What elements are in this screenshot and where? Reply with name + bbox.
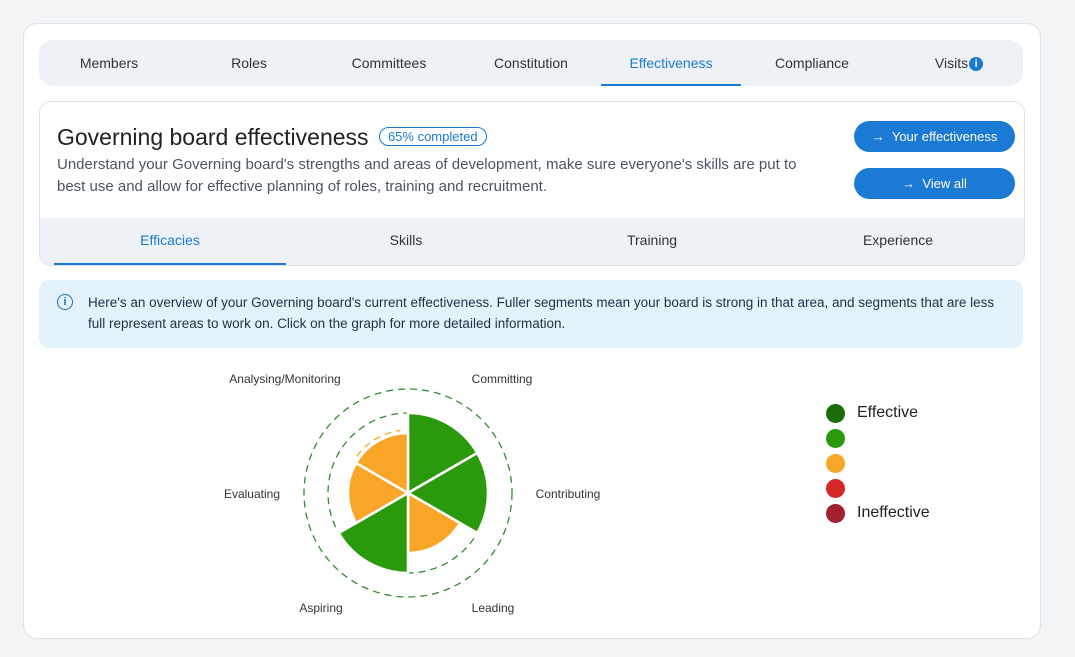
legend-swatch: [826, 429, 845, 448]
legend-item: [826, 452, 976, 477]
info-circle-icon: i: [57, 294, 73, 310]
chart-segment-committing[interactable]: [406, 411, 479, 496]
legend-label: Effective: [857, 404, 919, 421]
tab-label: Members: [79, 55, 139, 71]
chart-category-label: Committing: [472, 372, 533, 386]
chart-segment-contributing[interactable]: [405, 451, 490, 535]
page-description: Understand your Governing board's streng…: [57, 156, 797, 195]
button-label: View all: [922, 176, 967, 191]
legend-item: [826, 477, 976, 502]
subtab-label: Experience: [862, 232, 934, 248]
arrow-right-icon: →: [902, 176, 916, 191]
page-title-text: Governing board effectiveness: [57, 124, 369, 150]
tab-label: Visits: [934, 55, 969, 71]
legend-item: Effective: [826, 402, 976, 427]
button-label: Your effectiveness: [891, 129, 998, 144]
arrow-right-icon: →: [871, 129, 885, 144]
tab-label: Committees: [351, 55, 427, 71]
tab-compliance[interactable]: Compliance: [742, 40, 882, 86]
subtab-label: Efficacies: [140, 232, 200, 248]
chart-segment-evaluating[interactable]: [346, 461, 411, 525]
subtab-label: Skills: [389, 232, 423, 248]
info-alert-text: Here's an overview of your Governing boa…: [88, 295, 995, 331]
tab-members[interactable]: Members: [39, 40, 179, 86]
chart-category-label: Aspiring: [299, 601, 342, 615]
active-tab-underline: [601, 84, 741, 86]
chart-ring-outer: [303, 388, 513, 598]
efficacy-sub-tab-bar: Efficacies Skills Training Experience: [40, 218, 1024, 265]
tab-constitution[interactable]: Constitution: [461, 40, 601, 86]
subtab-efficacies[interactable]: Efficacies: [54, 218, 286, 265]
legend-swatch: [826, 504, 845, 523]
legend-item: [826, 427, 976, 452]
legend-item: Ineffective: [826, 502, 976, 527]
tab-visits[interactable]: Visits i: [899, 40, 1019, 86]
legend-label: Ineffective: [857, 504, 930, 521]
subtab-training[interactable]: Training: [536, 218, 768, 263]
tab-label: Compliance: [775, 55, 849, 71]
chart-segment-analysing-monitoring[interactable]: [354, 431, 410, 496]
subtab-label: Training: [626, 232, 678, 248]
effectiveness-card: Members Roles Committees Constitution Ef…: [23, 23, 1041, 639]
active-subtab-underline: [54, 263, 286, 265]
your-effectiveness-button[interactable]: → Your effectiveness: [854, 121, 1015, 152]
effectiveness-header-panel: Governing board effectiveness 65% comple…: [39, 101, 1025, 266]
chart-ring-partial: [356, 429, 401, 457]
tab-label: Roles: [231, 55, 267, 71]
chart-segment-aspiring[interactable]: [337, 490, 410, 575]
legend-swatch: [826, 479, 845, 498]
completion-badge: 65% completed: [378, 127, 487, 146]
tab-effectiveness[interactable]: Effectiveness: [601, 40, 741, 86]
info-alert: i Here's an overview of your Governing b…: [39, 280, 1023, 348]
tab-committees[interactable]: Committees: [319, 40, 459, 86]
tab-label: Constitution: [494, 55, 568, 71]
legend-swatch: [826, 404, 845, 423]
page-title: Governing board effectiveness 65% comple…: [57, 124, 487, 151]
info-icon[interactable]: i: [969, 57, 984, 71]
chart-category-label: Leading: [472, 601, 515, 615]
chart-category-label: Contributing: [536, 487, 601, 501]
subtab-skills[interactable]: Skills: [290, 218, 522, 263]
chart-legend: Effective Ineffective: [826, 402, 976, 527]
tab-roles[interactable]: Roles: [179, 40, 319, 86]
main-tab-bar: Members Roles Committees Constitution Ef…: [39, 40, 1023, 86]
legend-swatch: [826, 454, 845, 473]
chart-segment-leading[interactable]: [406, 490, 462, 555]
chart-category-label: Evaluating: [224, 487, 280, 501]
view-all-button[interactable]: → View all: [854, 168, 1015, 199]
chart-category-label: Analysing/Monitoring: [229, 372, 340, 386]
subtab-experience[interactable]: Experience: [782, 218, 1014, 263]
tab-label: Effectiveness: [629, 55, 713, 71]
